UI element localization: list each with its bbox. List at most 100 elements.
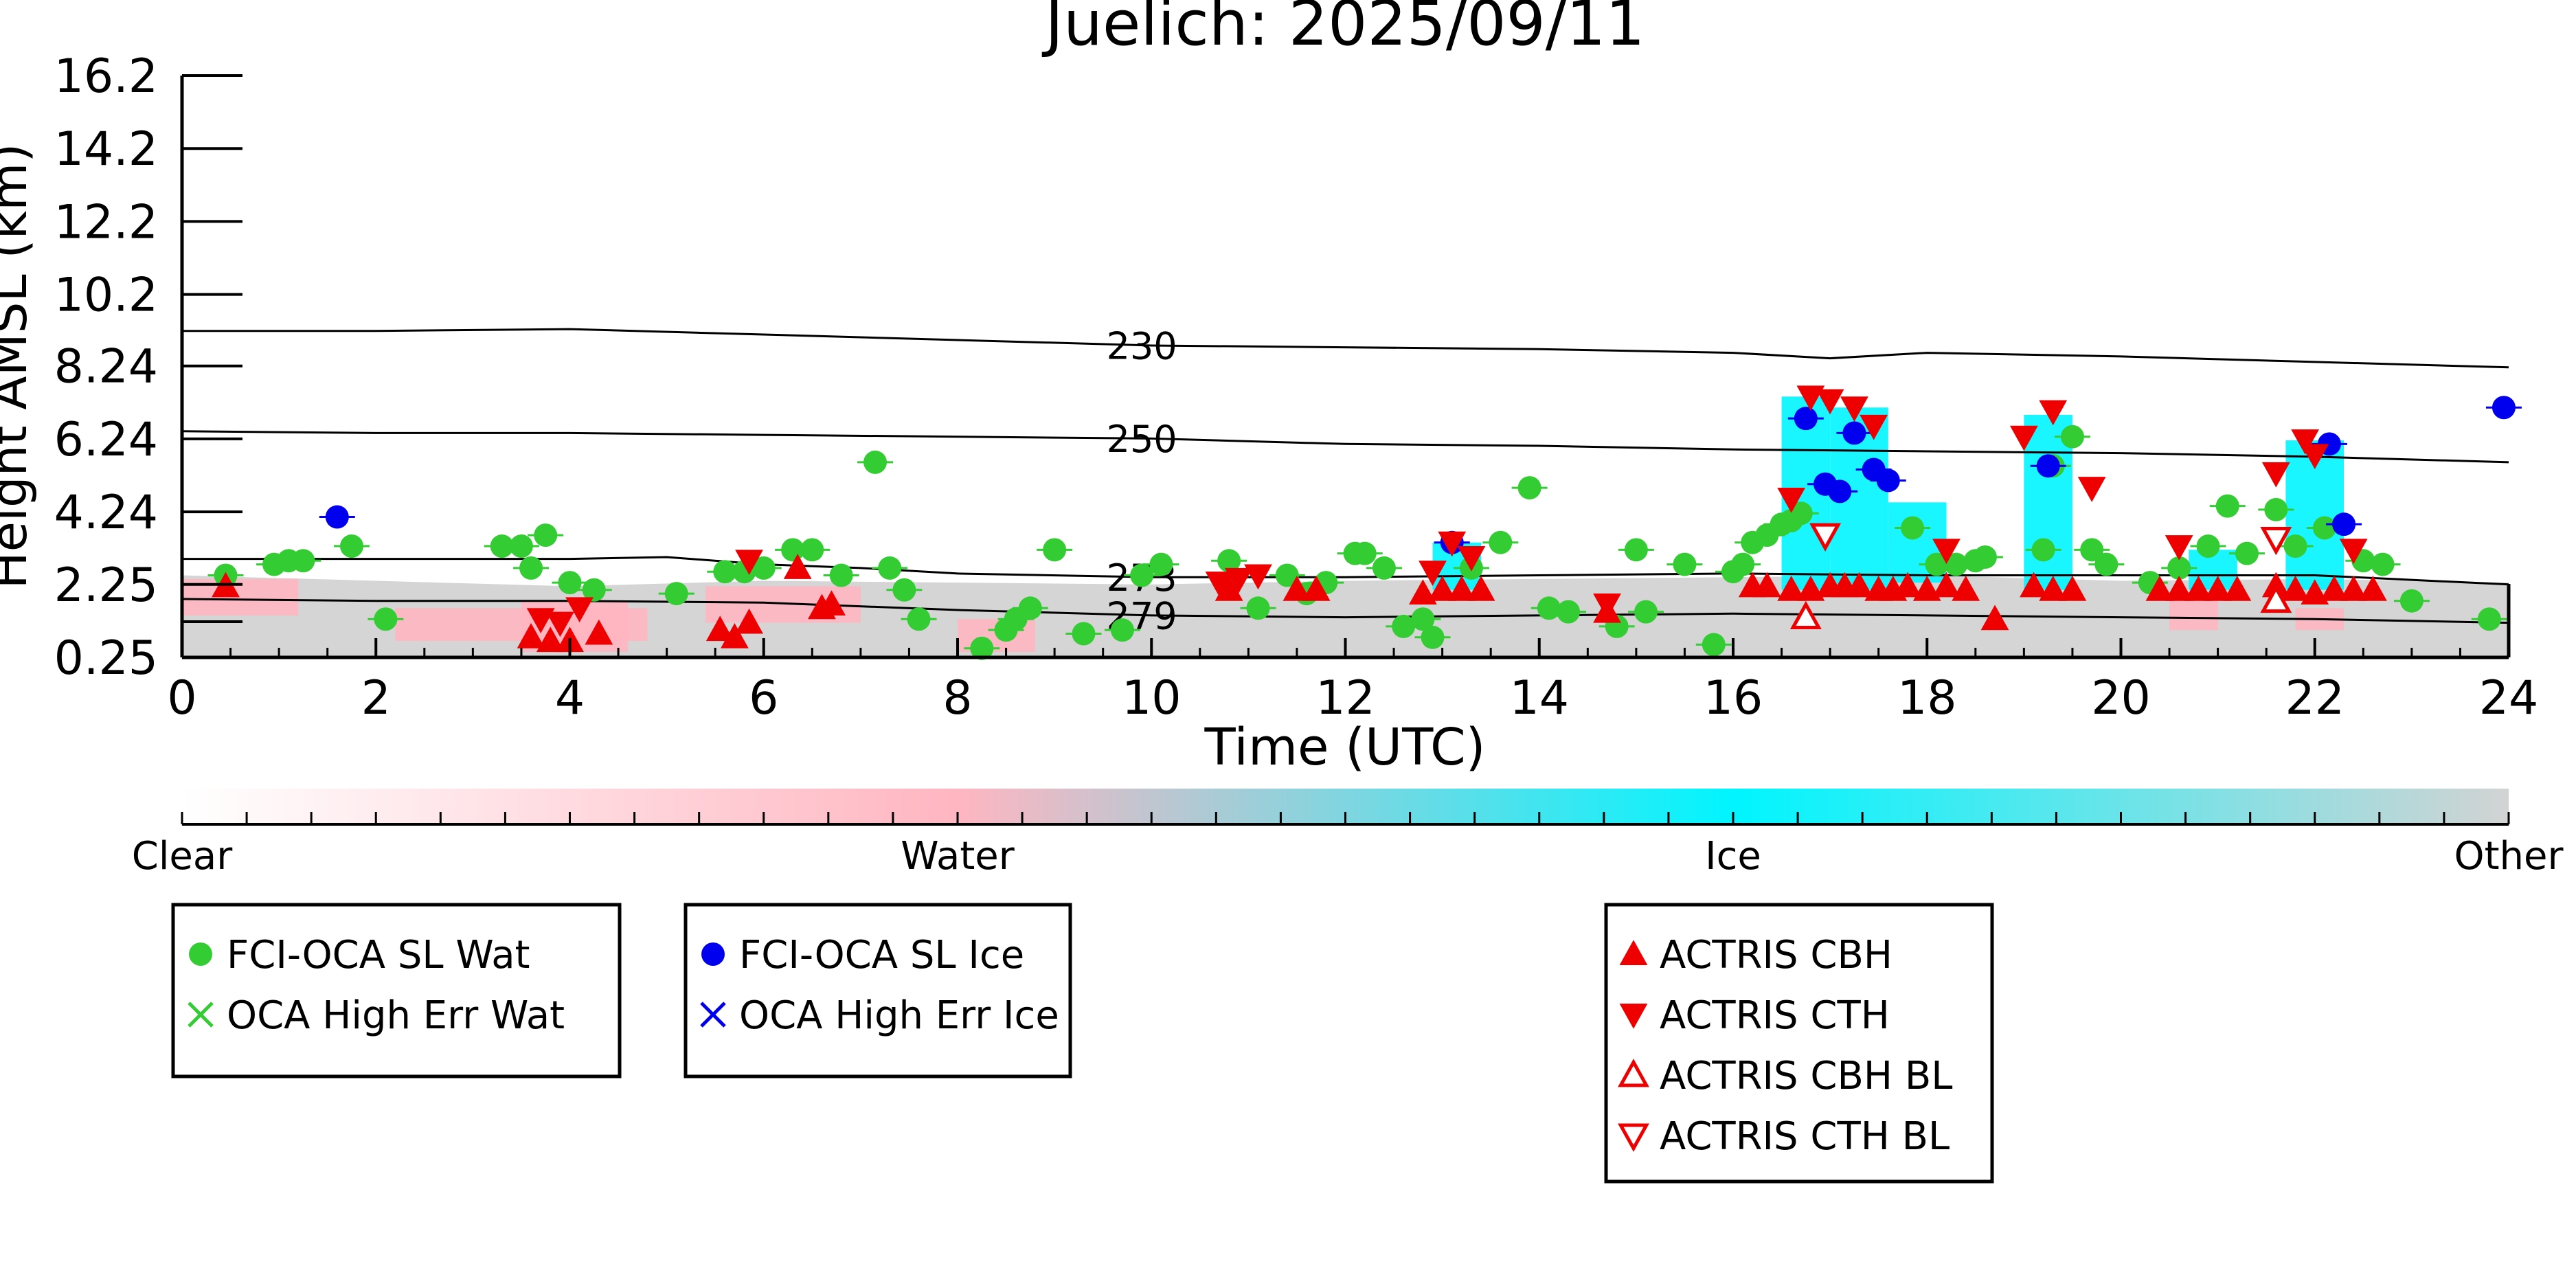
data-point [291, 549, 315, 573]
colorbar-label: Water [901, 834, 1015, 879]
legend-label: ACTRIS CTH [1660, 993, 1890, 1038]
data-point [2283, 534, 2307, 558]
x-tick-label: 14 [1509, 671, 1569, 725]
colorbar-labels: Clear Water Ice Other [132, 834, 2564, 879]
colorbar-label: Other [2454, 834, 2564, 879]
data-point [2020, 572, 2048, 598]
data-point [585, 619, 613, 645]
legend-1: FCI-OCA SL Wat OCA High Err Wat [171, 903, 622, 1078]
data-point [1072, 622, 1096, 646]
x-tick-label: 2 [361, 671, 391, 725]
data-point [783, 554, 812, 579]
legend-label: ACTRIS CBH [1660, 933, 1893, 978]
data-point [713, 560, 737, 584]
data-point [582, 578, 606, 602]
data-point [1912, 575, 1941, 601]
y-tick-label: 10.2 [54, 269, 158, 323]
x-tick-label: 16 [1704, 671, 1763, 725]
data-point [1816, 389, 1844, 415]
y-tick-label: 6.24 [54, 413, 158, 467]
data-point [1149, 552, 1173, 576]
x-tick-label: 24 [2479, 671, 2539, 725]
legend-marker [1618, 1123, 1649, 1152]
data-point [800, 538, 824, 562]
data-point [1537, 596, 1561, 620]
data-point [1244, 564, 1272, 590]
data-point [1517, 476, 1541, 500]
data-point [1796, 385, 1825, 411]
legend-marker [700, 1002, 726, 1028]
data-point [2260, 526, 2292, 556]
data-point [2204, 575, 2233, 601]
data-point [892, 578, 916, 602]
data-point [2332, 512, 2356, 536]
data-point [2036, 454, 2060, 478]
data-point [1702, 633, 1726, 657]
x-tick-label: 10 [1122, 671, 1182, 725]
legend-label: ACTRIS CBH BL [1660, 1054, 1952, 1098]
y-tick-label: 4.24 [54, 486, 158, 540]
data-point [1275, 563, 1299, 587]
data-point [1789, 600, 1822, 630]
data-point [817, 590, 846, 615]
data-point [1302, 575, 1331, 601]
data-point [1353, 541, 1377, 565]
data-point [1893, 572, 1922, 598]
data-point [829, 563, 853, 587]
patch-water [2169, 600, 2218, 631]
data-point [1246, 596, 1270, 620]
data-point [1043, 538, 1067, 562]
data-point [1421, 625, 1445, 649]
data-point [735, 608, 763, 634]
contour-label-230: 230 [1107, 325, 1177, 368]
data-point [2281, 576, 2309, 601]
contour-line-250 [182, 430, 2509, 464]
data-point [2080, 538, 2104, 562]
data-point [2339, 575, 2368, 601]
data-point [517, 623, 545, 648]
data-point [565, 597, 594, 623]
data-point [2371, 552, 2395, 576]
data-point [1217, 549, 1241, 573]
x-tick-label: 18 [1897, 671, 1957, 725]
data-point [534, 523, 558, 547]
legend-label: FCI-OCA SL Wat [227, 933, 530, 978]
legend-box [171, 903, 622, 1078]
data-point [2039, 400, 2068, 426]
data-point [1447, 575, 1476, 601]
data-point [1842, 421, 1866, 445]
data-point [490, 534, 514, 558]
y-tick-label: 2.25 [54, 558, 158, 613]
data-point [2320, 576, 2349, 601]
data-point [2167, 556, 2191, 580]
data-point [1980, 605, 2009, 631]
y-tick-label: 12.2 [54, 195, 158, 249]
x-tick-label: 0 [167, 671, 196, 725]
data-point [2312, 516, 2336, 540]
x-tick-label: 22 [2285, 671, 2345, 725]
contour-line-230 [182, 328, 2509, 369]
data-point [664, 582, 688, 606]
data-point [1110, 618, 1134, 642]
data-point [339, 534, 363, 558]
y-tick-label: 0.25 [54, 631, 158, 686]
data-point [1952, 575, 1980, 601]
data-point [2031, 538, 2055, 562]
legend-label: OCA High Err Wat [227, 993, 565, 1038]
data-point [1392, 614, 1416, 638]
data-point [2291, 429, 2320, 455]
data-point [2165, 575, 2193, 601]
data-point [1876, 468, 1900, 493]
data-point [1018, 596, 1042, 620]
data-point [2477, 607, 2501, 631]
legend-marker [1619, 940, 1648, 965]
classification-colorbar: Clear Water Ice Other [132, 789, 2564, 879]
data-point [325, 505, 349, 529]
data-point [1593, 594, 1621, 619]
data-point [1428, 575, 1457, 601]
colorbar-label: Clear [132, 834, 233, 879]
legend-label: FCI-OCA SL Ice [739, 933, 1024, 978]
x-tick-label: 6 [749, 671, 778, 725]
data-point [2184, 575, 2213, 601]
data-point [721, 623, 749, 648]
